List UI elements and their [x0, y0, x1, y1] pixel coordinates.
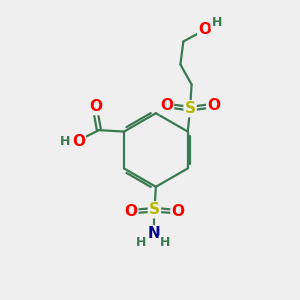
Text: O: O [124, 204, 137, 219]
Text: N: N [148, 226, 161, 242]
Text: O: O [160, 98, 173, 113]
Text: H: H [60, 135, 70, 148]
Text: S: S [184, 101, 196, 116]
Text: S: S [149, 202, 160, 217]
Text: O: O [198, 22, 211, 37]
Text: O: O [207, 98, 220, 113]
Text: H: H [160, 236, 170, 249]
Text: O: O [72, 134, 85, 149]
Text: O: O [172, 204, 184, 219]
Text: H: H [212, 16, 222, 29]
Text: O: O [89, 99, 102, 114]
Text: H: H [136, 236, 146, 249]
